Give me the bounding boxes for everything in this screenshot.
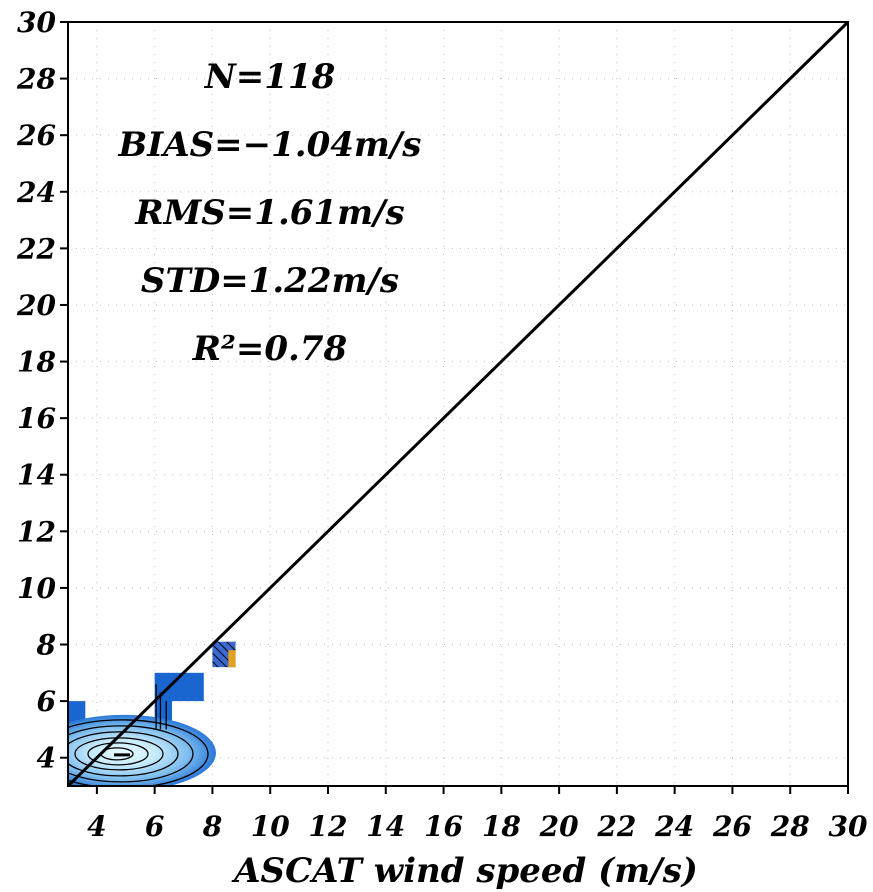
stat-rms: RMS=1.61m/s bbox=[134, 193, 404, 233]
x-tick-label: 18 bbox=[482, 810, 521, 843]
y-tick-label: 8 bbox=[36, 629, 56, 662]
x-tick-label: 26 bbox=[712, 810, 752, 843]
x-tick-label: 4 bbox=[87, 810, 106, 843]
density-contour bbox=[87, 742, 149, 766]
stat-n: N=118 bbox=[204, 57, 336, 97]
y-tick-label: 4 bbox=[37, 742, 56, 775]
y-tick-label: 30 bbox=[17, 6, 56, 39]
y-tick-label: 28 bbox=[16, 63, 56, 96]
y-tick-label: 24 bbox=[16, 176, 56, 209]
y-tick-label: 6 bbox=[37, 685, 56, 718]
y-tick-label: 26 bbox=[16, 119, 56, 152]
x-axis-ticks: 4 6 8 10 12 14 16 18 20 22 24 26 28 30 bbox=[87, 786, 868, 843]
one-to-one-line bbox=[66, 20, 850, 788]
density-field bbox=[68, 641, 236, 786]
stat-bias: BIAS=−1.04m/s bbox=[118, 125, 422, 165]
y-tick-label: 12 bbox=[17, 515, 56, 548]
x-tick-label: 12 bbox=[309, 810, 348, 843]
x-tick-label: 6 bbox=[145, 810, 164, 843]
x-axis-title: ASCAT wind speed (m/s) bbox=[231, 851, 698, 891]
y-tick-label: 18 bbox=[17, 346, 56, 379]
plot-frame bbox=[67, 21, 849, 787]
x-tick-label: 20 bbox=[539, 810, 579, 843]
density-contour bbox=[68, 731, 179, 777]
density-contour bbox=[68, 719, 209, 786]
density-contour-tail bbox=[155, 684, 167, 730]
x-tick-label: 24 bbox=[654, 810, 694, 843]
y-tick-label: 22 bbox=[16, 232, 56, 265]
x-tick-label: 8 bbox=[202, 810, 222, 843]
x-tick-label: 22 bbox=[596, 810, 636, 843]
density-contour bbox=[68, 725, 194, 783]
y-tick-label: 14 bbox=[17, 459, 56, 492]
x-tick-label: 30 bbox=[829, 810, 868, 843]
x-tick-label: 16 bbox=[424, 810, 463, 843]
x-tick-label: 28 bbox=[770, 810, 810, 843]
stat-r2: R²=0.78 bbox=[192, 329, 347, 369]
y-tick-label: 20 bbox=[16, 289, 56, 322]
x-tick-label: 14 bbox=[366, 810, 405, 843]
stat-std: STD=1.22m/s bbox=[141, 261, 399, 301]
x-tick-label: 10 bbox=[251, 810, 290, 843]
density-cell-warm bbox=[228, 650, 236, 668]
y-axis-ticks: 4 6 8 10 12 14 16 18 20 22 24 26 28 30 bbox=[16, 6, 68, 775]
y-tick-label: 16 bbox=[17, 402, 56, 435]
density-cell bbox=[172, 672, 204, 702]
y-tick-label: 10 bbox=[17, 572, 56, 605]
